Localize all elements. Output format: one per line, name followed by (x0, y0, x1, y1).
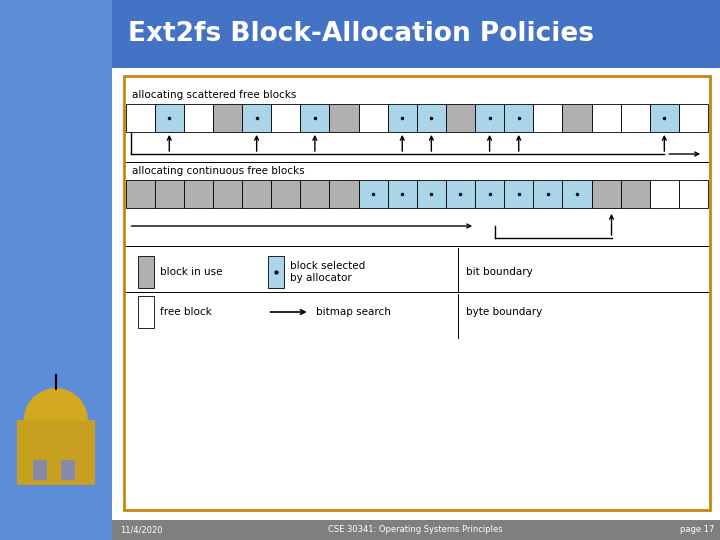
Bar (17, 420, 95, 485)
Text: page 17: page 17 (680, 525, 714, 535)
Bar (271, 104, 300, 132)
Text: 11/4/2020: 11/4/2020 (120, 525, 162, 535)
Bar (242, 104, 271, 132)
Bar (446, 104, 475, 132)
Bar (184, 104, 213, 132)
Bar (184, 180, 213, 208)
Bar (387, 104, 417, 132)
Bar (534, 180, 562, 208)
Bar (155, 104, 184, 132)
Bar (330, 104, 359, 132)
Bar (155, 180, 184, 208)
Bar (125, 180, 155, 208)
Bar (213, 180, 242, 208)
Text: Ext2fs Block-Allocation Policies: Ext2fs Block-Allocation Policies (127, 21, 593, 47)
Bar (213, 104, 242, 132)
Bar (679, 180, 708, 208)
Bar (504, 180, 534, 208)
Bar (271, 180, 300, 208)
Text: allocating scattered free blocks: allocating scattered free blocks (132, 90, 296, 100)
Bar (621, 104, 649, 132)
Bar (330, 180, 359, 208)
Bar (359, 104, 387, 132)
Text: block in use: block in use (160, 267, 222, 277)
Bar (112, 0, 720, 68)
Text: block selected
by allocator: block selected by allocator (289, 261, 365, 283)
Bar (562, 180, 592, 208)
Bar (268, 256, 284, 288)
Bar (679, 104, 708, 132)
Bar (300, 180, 330, 208)
Bar (562, 104, 592, 132)
Bar (475, 104, 504, 132)
Bar (475, 180, 504, 208)
Bar (387, 180, 417, 208)
Bar (592, 104, 621, 132)
Bar (359, 180, 387, 208)
Text: bit boundary: bit boundary (466, 267, 532, 277)
Bar (33, 460, 47, 480)
Bar (138, 296, 153, 328)
Bar (649, 104, 679, 132)
Bar (112, 520, 720, 540)
Bar (504, 104, 534, 132)
Bar (592, 180, 621, 208)
Bar (417, 180, 446, 208)
Text: CSE 30341: Operating Systems Principles: CSE 30341: Operating Systems Principles (328, 525, 503, 535)
Bar (417, 104, 446, 132)
Bar (300, 104, 330, 132)
Bar (124, 76, 710, 510)
Bar (138, 256, 153, 288)
Text: bitmap search: bitmap search (315, 307, 390, 317)
Polygon shape (24, 389, 87, 420)
Text: free block: free block (160, 307, 212, 317)
Text: allocating continuous free blocks: allocating continuous free blocks (132, 166, 305, 176)
Bar (534, 104, 562, 132)
Bar (621, 180, 649, 208)
Bar (61, 460, 75, 480)
Bar (0, 0, 112, 540)
Bar (649, 180, 679, 208)
Bar (242, 180, 271, 208)
Text: byte boundary: byte boundary (466, 307, 542, 317)
Bar (446, 180, 475, 208)
Bar (125, 104, 155, 132)
